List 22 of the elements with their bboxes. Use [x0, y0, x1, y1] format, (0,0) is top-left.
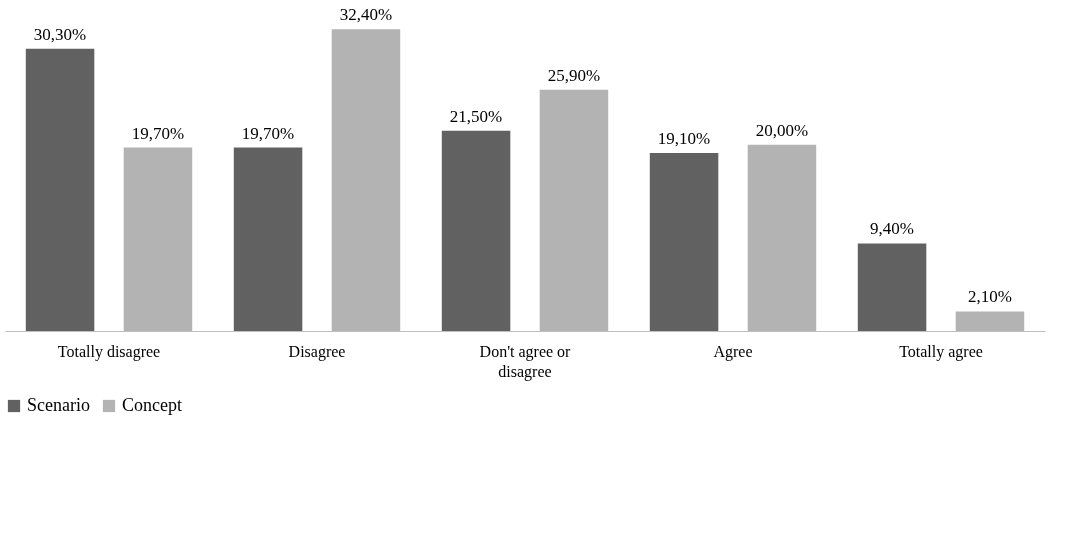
legend-label: Scenario	[27, 395, 90, 415]
x-tick-label: Don't agree or disagree	[479, 342, 572, 381]
x-tick-label: Agree	[713, 342, 753, 361]
bar	[25, 48, 95, 331]
data-label: 20,00%	[755, 120, 809, 140]
x-tick-label: Totally disagree	[57, 342, 161, 361]
x-tick-label: Totally agree	[899, 342, 983, 361]
bar	[441, 130, 511, 331]
data-label: 19,70%	[241, 123, 295, 143]
bar	[233, 147, 303, 331]
data-label: 19,10%	[657, 129, 711, 149]
bar	[857, 243, 927, 331]
data-label: 9,40%	[870, 219, 915, 239]
data-label: 30,30%	[33, 24, 87, 44]
data-label: 25,90%	[547, 65, 601, 85]
bar	[649, 153, 719, 331]
data-label: 21,50%	[449, 106, 503, 126]
data-label: 32,40%	[339, 5, 393, 25]
data-label: 2,10%	[967, 287, 1012, 307]
data-label: 19,70%	[131, 123, 185, 143]
x-tick-label: Disagree	[288, 342, 346, 361]
legend-label: Concept	[122, 395, 182, 415]
